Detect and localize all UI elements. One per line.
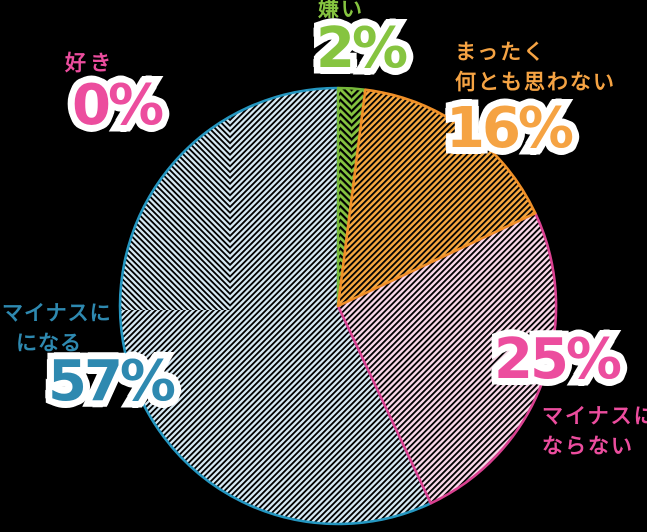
label-mattaku-title: まったく 何とも思わない <box>455 37 616 97</box>
label-naranai-title: マイナスに ならない <box>542 401 647 461</box>
label-kirai-title: 嫌い <box>318 0 364 21</box>
label-suki-percent: 0% 0% <box>65 71 170 140</box>
label-naranai-percent-outline: 25% <box>487 325 628 394</box>
label-naranai-percent: 25% 25% <box>487 325 628 394</box>
label-suki-title: 好き <box>65 51 115 75</box>
pie-slice-mattaku-16 <box>336 88 537 308</box>
label-mattaku-percent: 16% 16% <box>439 94 580 163</box>
label-ninaru-title-line1: マイナスに <box>2 301 112 325</box>
label-kirai-percent-outline: 2% <box>309 14 414 83</box>
label-mattaku-title-line2: 何とも思わない <box>455 70 616 94</box>
label-ninaru-percent-outline: 57% <box>41 347 182 416</box>
label-naranai-title-line2: ならない <box>542 434 634 458</box>
pie-slice-minus-ninaru-57 <box>118 86 433 526</box>
label-mattaku-percent-outline: 16% <box>439 94 580 163</box>
label-mattaku-title-line1: まったく <box>455 40 547 64</box>
label-ninaru-title-line2: になる <box>16 331 82 355</box>
label-suki-percent-outline: 0% <box>65 71 170 140</box>
label-kirai-percent: 2% 2% <box>309 14 414 83</box>
label-ninaru-title: マイナスに になる <box>2 298 112 358</box>
pie-slice-minus-naranai-25 <box>336 211 558 505</box>
label-ninaru-percent: 57% 57% <box>41 347 182 416</box>
label-naranai-title-line1: マイナスに <box>542 404 647 428</box>
